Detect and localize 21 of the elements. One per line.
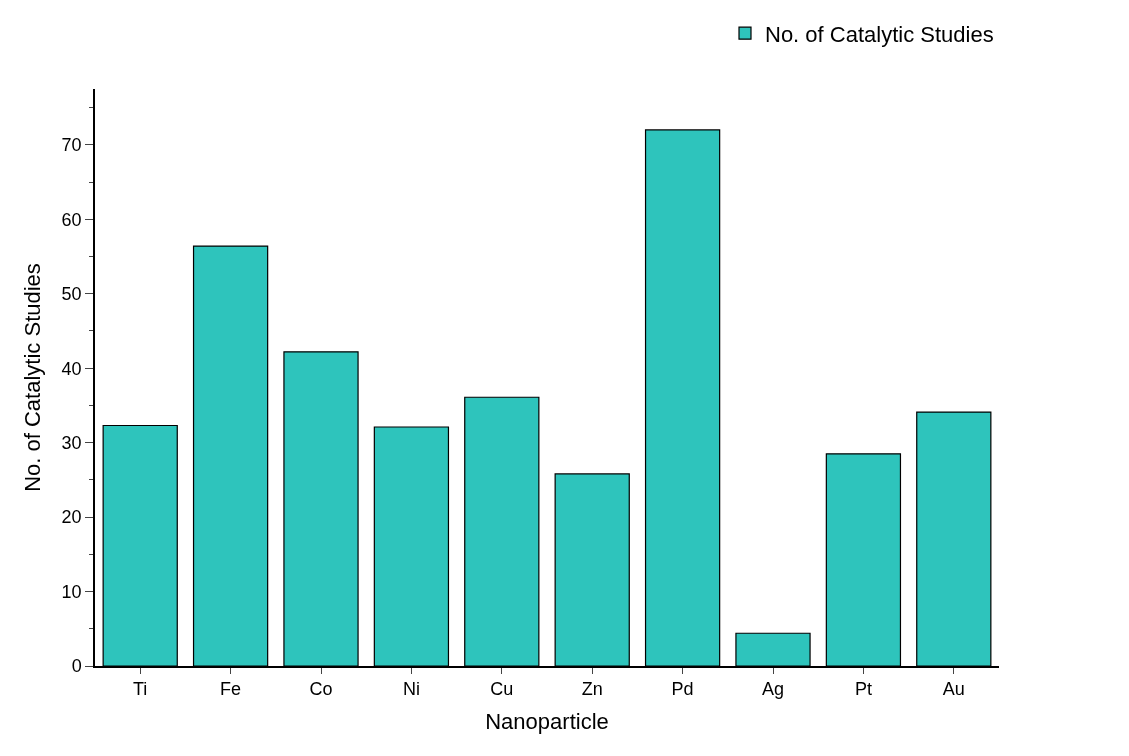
x-tick-label: Zn	[581, 679, 603, 700]
x-tick-label: Fe	[220, 679, 242, 700]
y-tick-label: 40	[61, 358, 82, 379]
y-tick-label: 20	[61, 507, 82, 528]
legend-label: No. of Catalytic Studies	[765, 21, 994, 47]
y-tick-label: 0	[71, 656, 82, 677]
x-tick-label: Ti	[133, 679, 148, 700]
x-tick-label: Cu	[490, 679, 514, 700]
y-tick-label: 50	[61, 284, 82, 305]
y-tick-label: 10	[61, 581, 82, 602]
x-tick-label: Ag	[761, 679, 785, 700]
x-tick-label: Au	[942, 679, 965, 700]
x-tick-label: Ni	[402, 679, 420, 700]
x-tick-label: Pd	[671, 679, 694, 700]
y-tick-label: 60	[61, 209, 82, 230]
y-tick-label: 70	[61, 135, 82, 156]
x-tick-label: Pt	[854, 679, 872, 700]
x-axis-title: Nanoparticle	[485, 708, 609, 734]
x-tick-label: Co	[309, 679, 333, 700]
y-tick-label: 30	[61, 432, 82, 453]
y-axis-title: No. of Catalytic Studies	[19, 263, 45, 492]
